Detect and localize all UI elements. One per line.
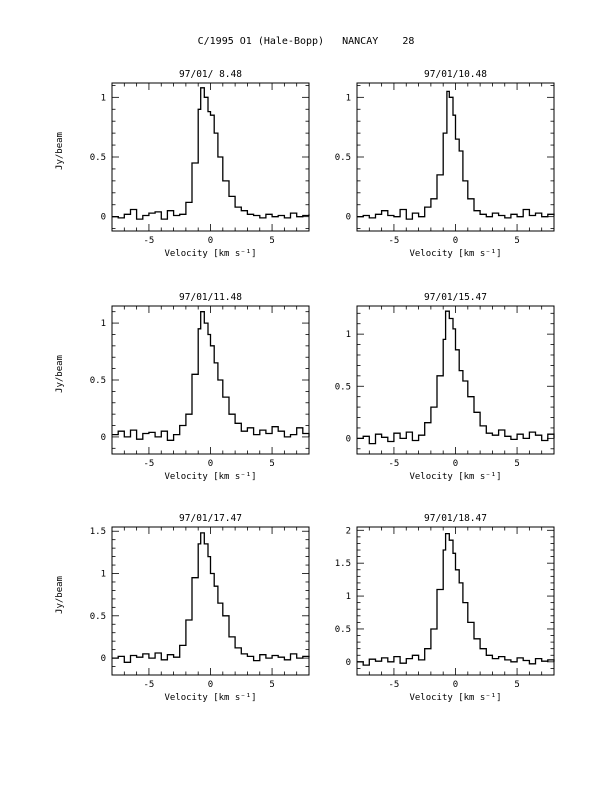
x-axis-label: Velocity [km s⁻¹] (409, 249, 501, 259)
x-tick-label: -5 (389, 459, 400, 469)
y-tick-label: 0 (101, 213, 106, 223)
y-tick-label: 0 (346, 658, 351, 668)
y-tick-label: 0.5 (335, 625, 351, 635)
y-tick-label: 2 (346, 526, 351, 536)
x-tick-label: 5 (514, 236, 519, 246)
x-tick-label: 0 (208, 680, 213, 690)
x-tick-label: 0 (208, 236, 213, 246)
spectrum-line (112, 311, 310, 441)
x-tick-label: -5 (389, 236, 400, 246)
x-tick-label: -5 (389, 680, 400, 690)
y-tick-label: 1 (101, 570, 106, 580)
plot-frame (111, 82, 310, 232)
y-tick-label: 1.5 (335, 559, 351, 569)
panel-title: 97/01/18.47 (424, 513, 487, 524)
y-tick-label: 0.5 (335, 153, 351, 163)
panel-title: 97/01/10.48 (424, 69, 487, 80)
x-tick-label: -5 (144, 680, 155, 690)
plot-frame (356, 82, 555, 232)
y-tick-label: 0 (101, 654, 106, 664)
x-tick-label: 5 (514, 459, 519, 469)
spectrum-line (357, 310, 555, 445)
panel-title: 97/01/15.47 (424, 292, 487, 303)
y-tick-label: 1.5 (90, 527, 106, 537)
y-axis-label: Jy/beam (55, 576, 65, 614)
x-tick-label: 5 (269, 680, 274, 690)
x-axis-label: Velocity [km s⁻¹] (164, 693, 256, 703)
x-tick-label: 5 (269, 459, 274, 469)
y-tick-label: 1 (101, 319, 106, 329)
y-tick-label: 1 (346, 330, 351, 340)
plot-frame (111, 526, 310, 676)
x-tick-label: 0 (453, 680, 458, 690)
y-tick-label: 1 (346, 592, 351, 602)
y-tick-label: 0.5 (335, 382, 351, 392)
y-tick-label: 0.5 (90, 376, 106, 386)
x-tick-label: -5 (144, 236, 155, 246)
y-tick-label: 0.5 (90, 612, 106, 622)
x-axis-label: Velocity [km s⁻¹] (409, 472, 501, 482)
x-tick-label: -5 (144, 459, 155, 469)
x-axis-label: Velocity [km s⁻¹] (164, 472, 256, 482)
plot-frame (356, 305, 555, 455)
spectrum-line (112, 532, 310, 663)
spectrum-line (357, 90, 555, 220)
x-tick-label: 0 (208, 459, 213, 469)
x-axis-label: Velocity [km s⁻¹] (164, 249, 256, 259)
y-axis-label: Jy/beam (55, 355, 65, 393)
panel-title: 97/01/17.47 (179, 513, 242, 524)
x-tick-label: 0 (453, 236, 458, 246)
figure-title: C/1995 O1 (Hale-Bopp) NANCAY 28 (197, 36, 415, 47)
y-tick-label: 1 (101, 93, 106, 103)
x-tick-label: 5 (514, 680, 519, 690)
spectrum-line (112, 87, 310, 220)
panel-title: 97/01/11.48 (179, 292, 242, 303)
x-axis-label: Velocity [km s⁻¹] (409, 693, 501, 703)
y-tick-label: 0 (101, 433, 106, 443)
x-tick-label: 5 (269, 236, 274, 246)
y-tick-label: 0.5 (90, 153, 106, 163)
y-tick-label: 1 (346, 93, 351, 103)
panel-title: 97/01/ 8.48 (179, 69, 242, 80)
spectrum-line (357, 532, 555, 666)
plot-frame (356, 526, 555, 676)
x-tick-label: 0 (453, 459, 458, 469)
y-tick-label: 0 (346, 213, 351, 223)
y-tick-label: 0 (346, 434, 351, 444)
y-axis-label: Jy/beam (55, 132, 65, 170)
